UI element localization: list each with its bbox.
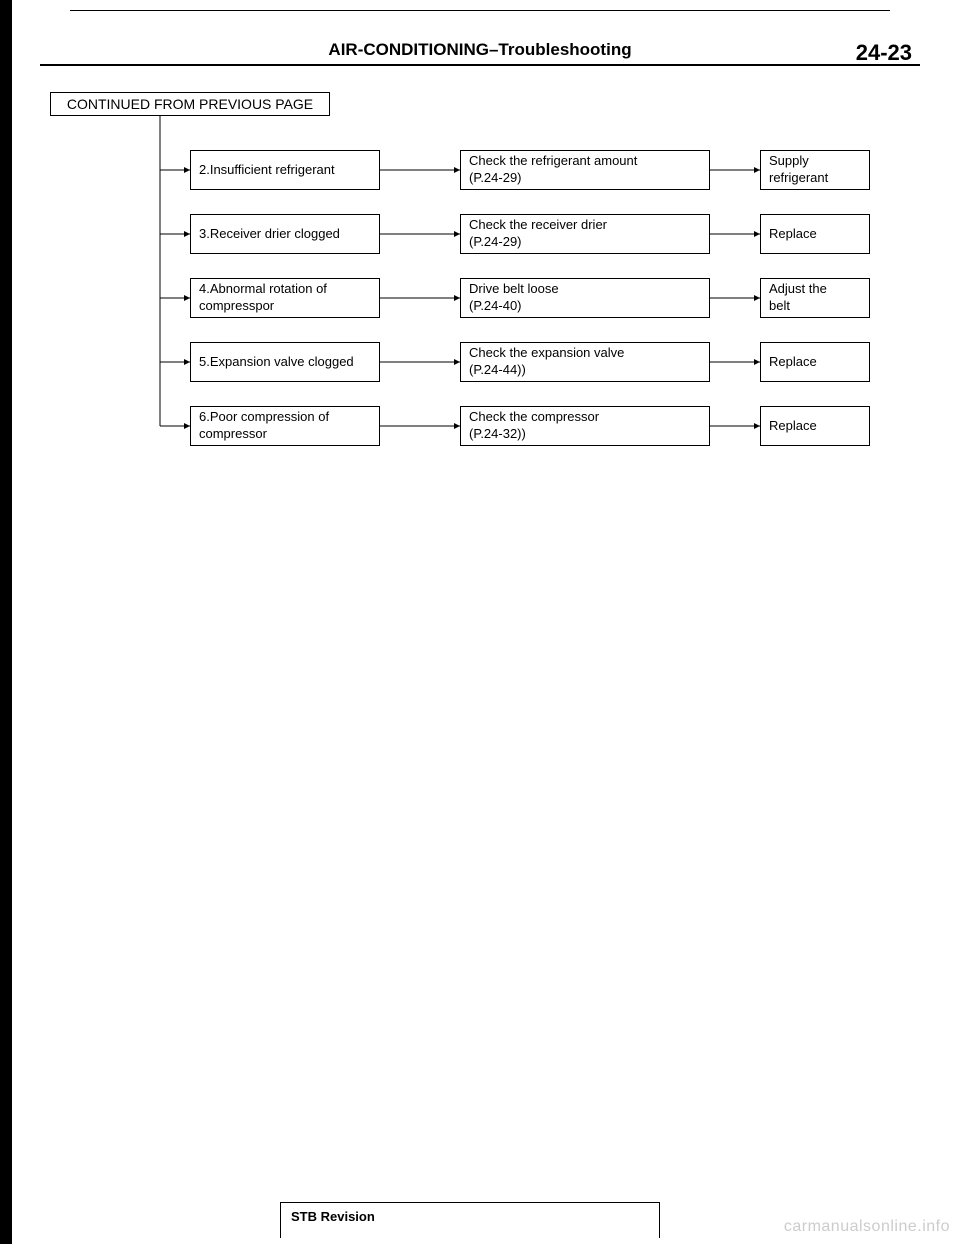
page-number: 24-23 — [856, 40, 912, 66]
action-box-4-line1: Adjust the — [769, 281, 861, 298]
action-box-3: Replace — [760, 214, 870, 254]
action-box-2-line1: Supply — [769, 153, 861, 170]
check-box-3-line1: Check the receiver drier — [469, 217, 701, 234]
check-box-5-line2: (P.24-44)) — [469, 362, 701, 379]
header-dash: – — [489, 40, 498, 59]
check-box-4: Drive belt loose(P.24-40) — [460, 278, 710, 318]
action-box-5-line1: Replace — [769, 354, 861, 371]
check-box-3: Check the receiver drier(P.24-29) — [460, 214, 710, 254]
header-title-left: AIR-CONDITIONING — [328, 40, 489, 59]
footer-text: STB Revision — [291, 1209, 375, 1224]
header-underline — [40, 64, 920, 66]
cause-box-4: 4.Abnormal rotation ofcompresspor — [190, 278, 380, 318]
action-box-6-line1: Replace — [769, 418, 861, 435]
cause-box-2: 2.Insufficient refrigerant — [190, 150, 380, 190]
action-box-2: Supplyrefrigerant — [760, 150, 870, 190]
header-title-right: Troubleshooting — [498, 40, 631, 59]
check-box-6-line1: Check the compressor — [469, 409, 701, 426]
scan-edge — [0, 0, 12, 1244]
page: AIR-CONDITIONING–Troubleshooting 24-23 C… — [0, 0, 960, 1244]
cause-box-4-line2: compresspor — [199, 298, 371, 315]
check-box-5: Check the expansion valve(P.24-44)) — [460, 342, 710, 382]
header-title: AIR-CONDITIONING–Troubleshooting — [328, 40, 631, 60]
cause-box-5-line1: 5.Expansion valve clogged — [199, 354, 371, 371]
check-box-2: Check the refrigerant amount(P.24-29) — [460, 150, 710, 190]
cause-box-4-line1: 4.Abnormal rotation of — [199, 281, 371, 298]
cause-box-2-line1: 2.Insufficient refrigerant — [199, 162, 371, 179]
cause-box-5: 5.Expansion valve clogged — [190, 342, 380, 382]
action-box-6: Replace — [760, 406, 870, 446]
watermark: carmanualsonline.info — [784, 1218, 950, 1236]
check-box-5-line1: Check the expansion valve — [469, 345, 701, 362]
check-box-4-line2: (P.24-40) — [469, 298, 701, 315]
action-box-2-line2: refrigerant — [769, 170, 861, 187]
check-box-3-line2: (P.24-29) — [469, 234, 701, 251]
check-box-6-line2: (P.24-32)) — [469, 426, 701, 443]
action-box-4: Adjust thebelt — [760, 278, 870, 318]
cause-box-6-line1: 6.Poor compression of — [199, 409, 371, 426]
action-box-3-line1: Replace — [769, 226, 861, 243]
check-box-2-line2: (P.24-29) — [469, 170, 701, 187]
action-box-5: Replace — [760, 342, 870, 382]
check-box-6: Check the compressor(P.24-32)) — [460, 406, 710, 446]
continued-text: CONTINUED FROM PREVIOUS PAGE — [67, 95, 313, 113]
action-box-4-line2: belt — [769, 298, 861, 315]
continued-box: CONTINUED FROM PREVIOUS PAGE — [50, 92, 330, 116]
cause-box-3-line1: 3.Receiver drier clogged — [199, 226, 371, 243]
check-box-2-line1: Check the refrigerant amount — [469, 153, 701, 170]
top-rule — [70, 10, 890, 11]
check-box-4-line1: Drive belt loose — [469, 281, 701, 298]
cause-box-6: 6.Poor compression ofcompressor — [190, 406, 380, 446]
cause-box-6-line2: compressor — [199, 426, 371, 443]
footer-box: STB Revision — [280, 1202, 660, 1238]
cause-box-3: 3.Receiver drier clogged — [190, 214, 380, 254]
